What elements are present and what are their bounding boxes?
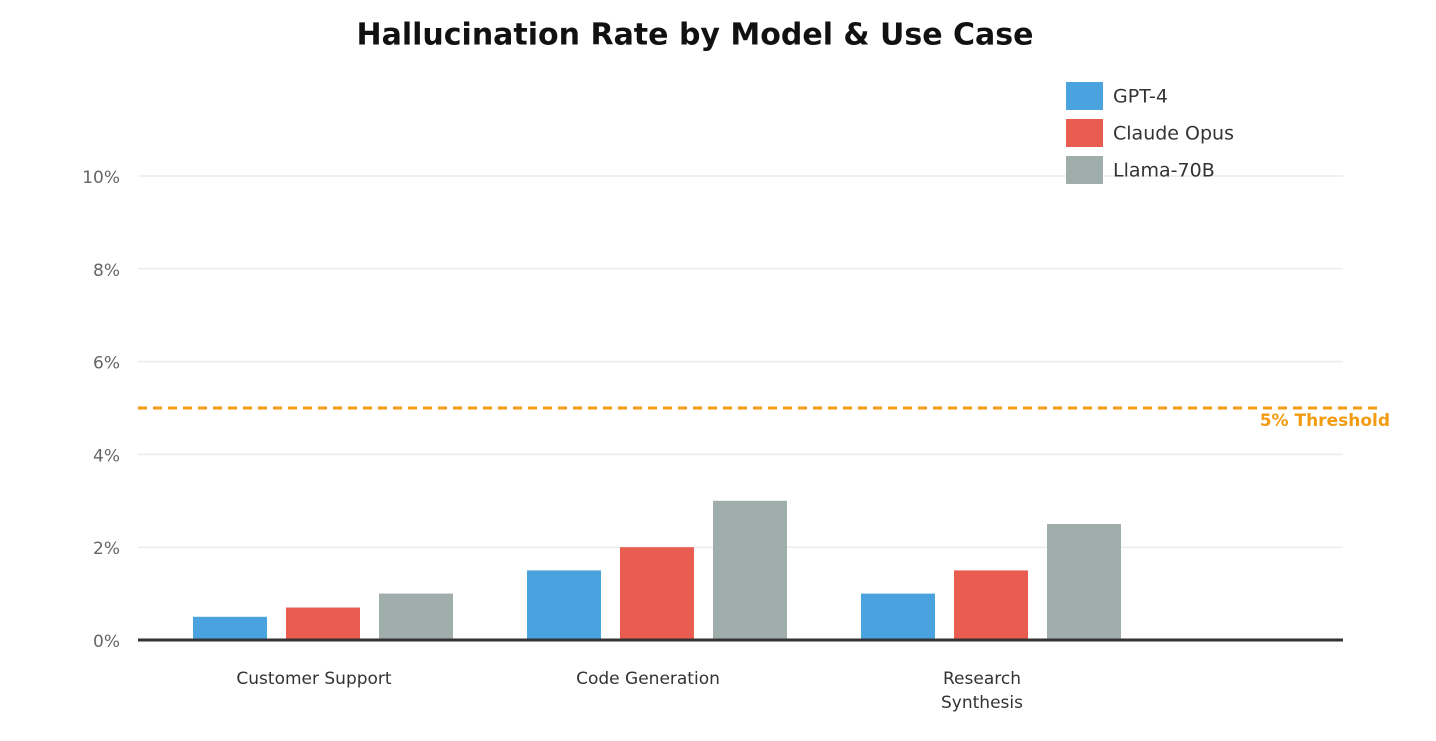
bar <box>379 593 453 640</box>
bar <box>713 500 787 640</box>
x-tick-label: Customer Support <box>236 669 392 689</box>
legend-label: Llama-70B <box>1113 160 1215 182</box>
bar <box>861 593 935 640</box>
x-tick-label: Research Synthesis <box>941 669 1023 713</box>
legend-label: Claude Opus <box>1113 123 1234 145</box>
x-tick-label: Code Generation <box>576 669 720 689</box>
legend-swatch <box>1066 119 1103 147</box>
y-tick-label: 6% <box>93 354 120 374</box>
chart-title: Hallucination Rate by Model & Use Case <box>356 18 1033 53</box>
legend-swatch <box>1066 156 1103 184</box>
bar <box>286 607 360 640</box>
bar <box>193 616 267 640</box>
bar <box>1047 524 1121 640</box>
y-tick-label: 4% <box>93 446 120 466</box>
legend-swatch <box>1066 82 1103 110</box>
threshold-label: 5% Threshold <box>1260 411 1390 431</box>
y-tick-label: 10% <box>82 168 120 188</box>
bar <box>620 547 694 640</box>
legend-label: GPT-4 <box>1113 86 1168 108</box>
bar <box>954 570 1028 640</box>
y-tick-label: 2% <box>93 539 120 559</box>
y-tick-label: 0% <box>93 632 120 652</box>
y-tick-label: 8% <box>93 261 120 281</box>
bar <box>527 570 601 640</box>
